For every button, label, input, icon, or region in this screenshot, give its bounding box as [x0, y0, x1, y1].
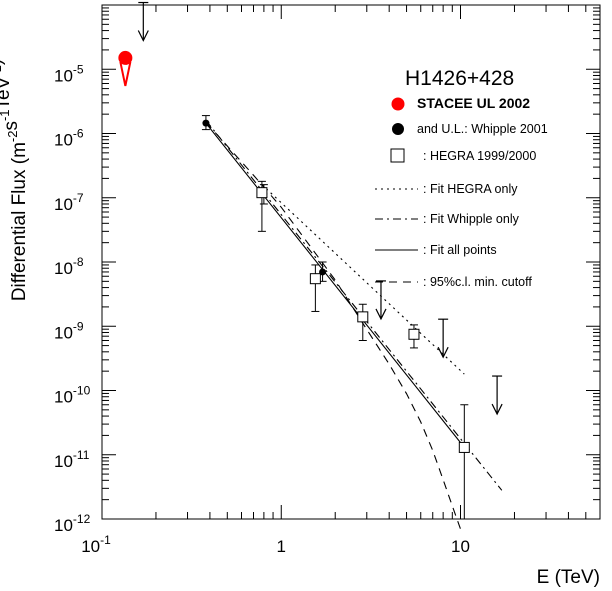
fit-line: [205, 121, 462, 530]
data-point-square: [256, 187, 268, 199]
axis-ticks: [101, 4, 601, 520]
data-point: [202, 119, 210, 127]
upper-limit-arrow: [437, 318, 449, 359]
tick-labels: 10-1 1 1010-1210-1110-1010-910-810-710-610…: [54, 62, 470, 556]
legend-symbol: [390, 148, 405, 163]
x-tick-label: 1: [277, 537, 286, 556]
y-tick-label: 10-11: [54, 448, 90, 471]
y-tick-label: 10-7: [54, 191, 84, 214]
stacee-upper-limit-mark: [119, 61, 132, 87]
data-point: [118, 50, 133, 65]
upper-limit-arrow: [137, 1, 149, 42]
fit-line: [205, 122, 465, 448]
y-tick-label: 10-10: [54, 384, 91, 407]
upper-limit-head: [375, 308, 387, 321]
y-tick-label: 10-6: [54, 127, 84, 150]
fit-lines: [205, 120, 503, 530]
chart-title: H1426+428: [405, 67, 514, 90]
data-points: [118, 1, 503, 520]
x-tick-label: 10: [451, 537, 470, 556]
upper-limit-arrow: [491, 375, 503, 416]
legend-label: STACEE UL 2002: [417, 95, 530, 111]
data-point-square: [408, 328, 420, 340]
legend-symbol: [392, 123, 404, 135]
upper-limit-head: [137, 30, 149, 42]
legend: STACEE UL 2002 and U.L.: Whipple 2001 : HE…: [375, 95, 548, 289]
legend-symbol: [391, 97, 405, 111]
legend-label: : 95%c.l. min. cutoff: [423, 275, 532, 289]
legend-label: : Fit Whipple only: [423, 212, 520, 226]
upper-limit-arrow: [375, 280, 387, 321]
fit-line: [205, 120, 503, 491]
legend-label: : HEGRA 1999/2000: [423, 149, 536, 163]
data-point-square: [458, 441, 470, 453]
plot-frame: [101, 4, 601, 520]
y-tick-label: 10-12: [54, 512, 91, 535]
legend-label: : Fit HEGRA only: [423, 182, 518, 196]
legend-label: : Fit all points: [423, 243, 497, 257]
upper-limit-head: [437, 346, 449, 359]
y-tick-label: 10-9: [54, 319, 84, 342]
y-tick-label: 10-5: [54, 62, 84, 85]
upper-limit-head: [491, 403, 503, 416]
data-point-square: [357, 311, 369, 323]
fit-line: [261, 184, 465, 375]
data-point-square: [309, 273, 321, 285]
y-axis-label: Differential Flux (m-2s-1TeV-1): [0, 59, 30, 301]
legend-label: and U.L.: Whipple 2001: [417, 122, 548, 136]
x-tick-label: 10-1: [81, 533, 111, 556]
y-tick-label: 10-8: [54, 255, 84, 278]
x-axis-label: E (TeV): [537, 567, 600, 588]
